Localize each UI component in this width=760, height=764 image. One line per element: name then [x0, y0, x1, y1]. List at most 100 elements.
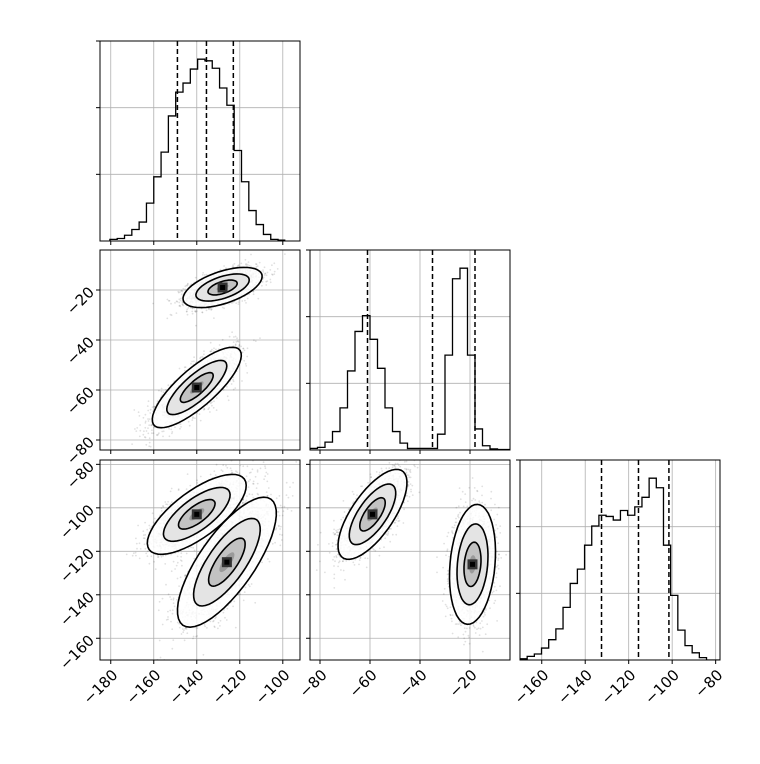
sample-point: [202, 274, 204, 276]
histogram-panel-2: [306, 250, 513, 454]
sample-point: [188, 421, 190, 423]
sample-point: [148, 400, 150, 402]
sample-point: [139, 424, 141, 426]
sample-point: [266, 280, 268, 282]
sample-point: [139, 430, 141, 432]
sample-point: [167, 299, 169, 301]
sample-point: [208, 308, 210, 310]
sample-point: [147, 418, 149, 420]
sample-point: [211, 350, 213, 352]
sample-point: [170, 303, 172, 305]
sample-point: [232, 379, 234, 381]
sample-point: [211, 401, 213, 403]
sample-point: [136, 427, 138, 429]
sample-point: [170, 314, 172, 316]
sample-point: [166, 318, 168, 320]
sample-point: [188, 307, 190, 309]
sample-point: [143, 417, 145, 419]
sample-point: [225, 267, 227, 269]
sample-point: [216, 397, 218, 399]
sample-point: [181, 293, 183, 295]
sample-point: [174, 426, 176, 428]
sample-point: [200, 420, 202, 422]
sample-point: [264, 266, 266, 268]
sample-point: [262, 269, 264, 271]
sample-point: [265, 284, 267, 286]
sample-point: [147, 427, 149, 429]
sample-point: [257, 298, 259, 300]
sample-point: [233, 389, 235, 391]
scatter-panel-2-1: −80−60−40−20: [63, 250, 300, 468]
sample-point: [213, 317, 215, 319]
sample-point: [235, 341, 237, 343]
sample-point: [156, 434, 158, 436]
sample-point: [163, 430, 165, 432]
sample-point: [211, 405, 213, 407]
sample-point: [269, 279, 271, 281]
sample-point: [158, 432, 160, 434]
sample-point: [171, 431, 173, 433]
sample-point: [150, 424, 152, 426]
sample-point: [144, 427, 146, 429]
sample-point: [152, 406, 154, 408]
sample-point: [248, 261, 250, 263]
sample-point: [211, 349, 213, 351]
sample-point: [147, 433, 149, 435]
sample-point: [223, 265, 225, 267]
sample-point: [253, 339, 255, 341]
sample-point: [145, 422, 147, 424]
sample-point: [274, 271, 276, 273]
sample-point: [243, 348, 245, 350]
sample-point: [234, 263, 236, 265]
sample-point: [244, 300, 246, 302]
sample-point: [200, 356, 202, 358]
sample-point: [199, 413, 201, 415]
sample-point: [250, 254, 252, 256]
sample-point: [245, 302, 247, 304]
sample-point: [167, 384, 169, 386]
sample-point: [133, 409, 135, 411]
sample-point: [149, 437, 151, 439]
sample-point: [222, 339, 224, 341]
sample-point: [145, 437, 147, 439]
sample-point: [191, 311, 193, 313]
histogram-panel-1: [96, 41, 300, 245]
sample-point: [145, 414, 147, 416]
sample-point: [182, 304, 184, 306]
sample-point: [176, 312, 178, 314]
sample-point: [208, 407, 210, 409]
sample-point: [248, 265, 250, 267]
sample-point: [246, 356, 248, 358]
sample-point: [206, 310, 208, 312]
sample-point: [161, 388, 163, 390]
sample-point: [284, 253, 286, 255]
sample-point: [185, 366, 187, 368]
sample-point: [194, 417, 196, 419]
x-tick-label: −120: [598, 666, 640, 708]
x-tick-label: −100: [641, 666, 683, 708]
sample-point: [153, 406, 155, 408]
sample-point: [238, 344, 240, 346]
sample-point: [213, 407, 215, 409]
sample-point: [204, 274, 206, 276]
sample-point: [193, 360, 195, 362]
sample-point: [213, 400, 215, 402]
sample-point: [134, 428, 136, 430]
sample-point: [143, 430, 145, 432]
sample-point: [179, 368, 181, 370]
sample-point: [261, 285, 263, 287]
sample-point: [135, 430, 137, 432]
panel-frame: [100, 41, 300, 241]
sample-point: [271, 264, 273, 266]
sample-point: [237, 341, 239, 343]
sample-point: [266, 274, 268, 276]
sample-point: [184, 288, 186, 290]
sample-point: [192, 416, 194, 418]
sample-point: [184, 370, 186, 372]
sample-point: [194, 310, 196, 312]
sample-point: [170, 429, 172, 431]
sample-point: [267, 272, 269, 274]
sample-point: [146, 430, 148, 432]
panel-frame: [520, 460, 720, 660]
sample-point: [187, 314, 189, 316]
